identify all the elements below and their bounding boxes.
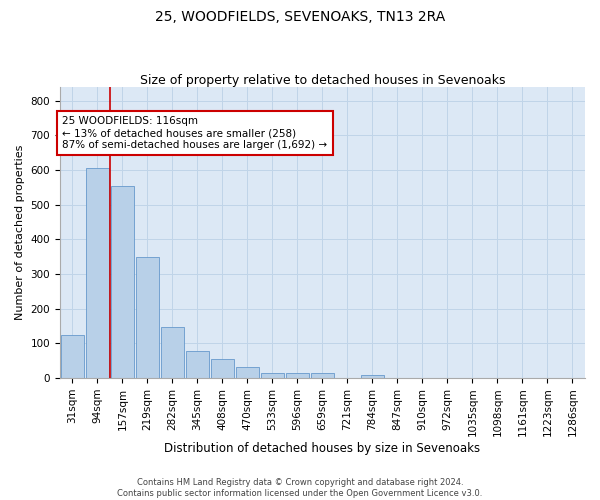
Bar (260, 373, 284, 378)
Bar (136, 258, 159, 378)
Bar (361, 375, 385, 378)
Text: Contains HM Land Registry data © Crown copyright and database right 2024.
Contai: Contains HM Land Registry data © Crown c… (118, 478, 482, 498)
Bar (161, 326, 184, 378)
Y-axis label: Number of detached properties: Number of detached properties (15, 145, 25, 320)
X-axis label: Distribution of detached houses by size in Sevenoaks: Distribution of detached houses by size … (164, 442, 481, 455)
Bar (110, 186, 134, 378)
Bar (211, 359, 235, 378)
Title: Size of property relative to detached houses in Sevenoaks: Size of property relative to detached ho… (140, 74, 505, 87)
Text: 25, WOODFIELDS, SEVENOAKS, TN13 2RA: 25, WOODFIELDS, SEVENOAKS, TN13 2RA (155, 10, 445, 24)
Bar (86, 168, 109, 378)
Bar (185, 352, 209, 378)
Bar (286, 373, 310, 378)
Text: 25 WOODFIELDS: 116sqm
← 13% of detached houses are smaller (258)
87% of semi-det: 25 WOODFIELDS: 116sqm ← 13% of detached … (62, 116, 328, 150)
Bar (61, 334, 84, 378)
Bar (236, 366, 259, 378)
Bar (311, 374, 334, 378)
